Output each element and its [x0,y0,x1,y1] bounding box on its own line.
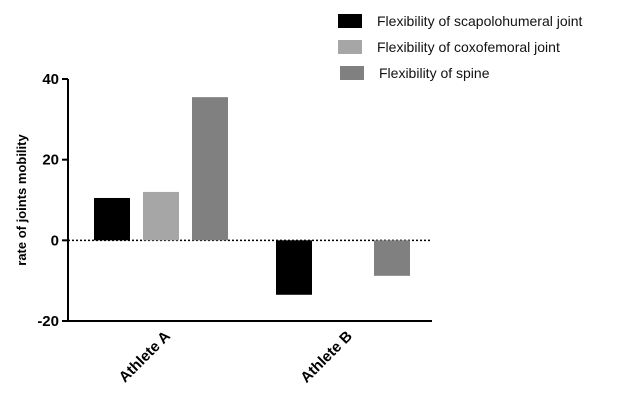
x-category-label: Athlete B [297,328,356,387]
bar [374,240,410,276]
bar [276,240,312,295]
legend-label: Flexibility of scapolohumeral joint [377,13,583,29]
legend-label: Flexibility of coxofemoral joint [377,39,560,55]
y-tick-label: 20 [42,152,59,169]
bar [94,197,130,241]
y-axis-label: rate of joints mobility [14,134,29,266]
bar [143,191,179,241]
legend-swatch [338,40,362,54]
legend-label: Flexibility of spine [379,65,490,81]
legend-swatch [338,14,362,28]
y-tick-label: 0 [51,232,59,249]
bars [94,97,410,295]
legend-swatch [340,66,364,80]
y-tick-label: 40 [42,71,59,88]
bar [192,97,228,241]
legend: Flexibility of scapolohumeral joint Flexi… [338,13,583,81]
y-tick-label: -20 [37,313,59,330]
x-category-label: Athlete A [116,328,174,386]
